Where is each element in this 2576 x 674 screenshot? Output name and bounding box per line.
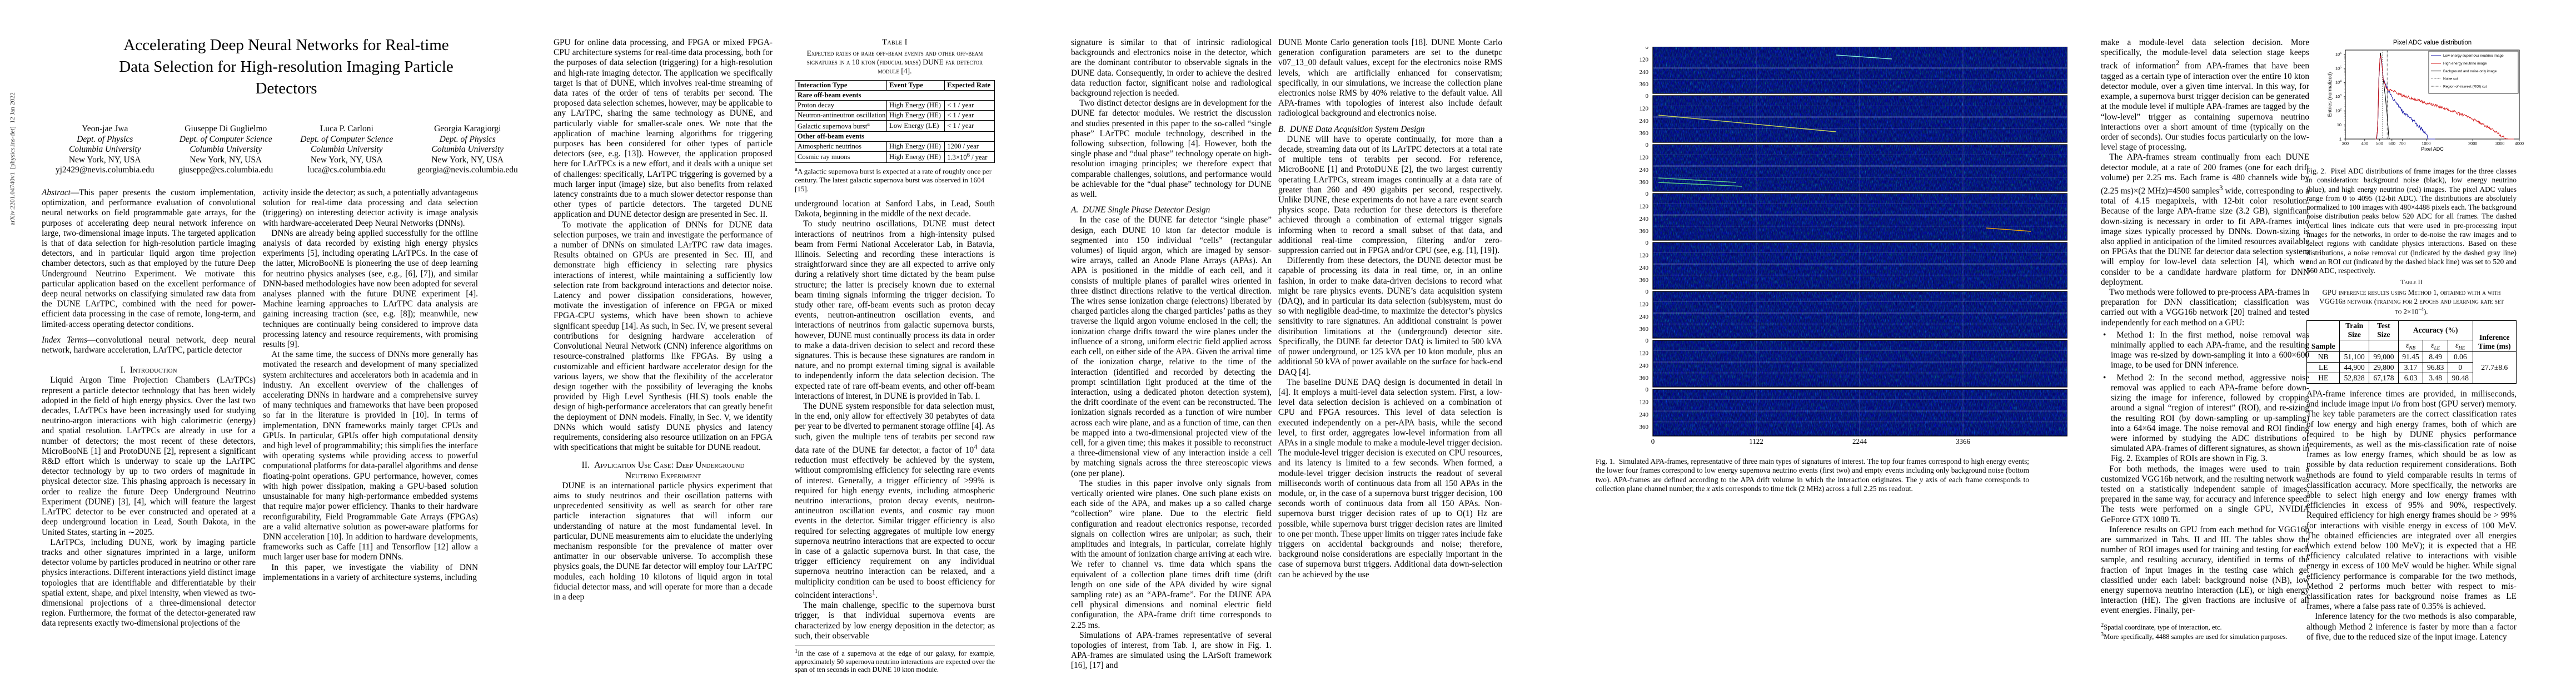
svg-text:Low energy supernova neutrino: Low energy supernova neutrino image <box>2443 54 2504 58</box>
svg-text:360: 360 <box>1640 277 1649 284</box>
svg-text:360: 360 <box>1640 424 1649 430</box>
svg-text:102: 102 <box>2335 108 2341 113</box>
svg-text:Noise cut: Noise cut <box>2443 77 2458 81</box>
svg-text:1: 1 <box>2339 136 2341 141</box>
svg-text:240: 240 <box>1640 118 1649 125</box>
svg-text:0: 0 <box>1646 142 1649 148</box>
svg-text:3000: 3000 <box>2495 141 2504 146</box>
svg-text:240: 240 <box>1640 69 1649 76</box>
svg-text:240: 240 <box>1640 216 1649 222</box>
svg-text:0: 0 <box>1646 191 1649 197</box>
svg-text:10: 10 <box>2337 122 2341 127</box>
svg-text:400: 400 <box>2361 141 2368 146</box>
svg-text:240: 240 <box>1640 412 1649 418</box>
svg-text:1122: 1122 <box>1749 437 1763 445</box>
svg-text:300: 300 <box>2342 141 2349 146</box>
svg-text:600: 600 <box>2389 141 2395 146</box>
svg-text:120: 120 <box>1640 203 1649 210</box>
svg-text:120: 120 <box>1640 301 1649 308</box>
svg-text:106: 106 <box>2335 52 2341 57</box>
svg-text:500: 500 <box>2376 141 2383 146</box>
svg-text:120: 120 <box>1640 154 1649 161</box>
svg-text:240: 240 <box>1640 314 1649 320</box>
svg-text:1000: 1000 <box>2421 141 2430 146</box>
svg-text:360: 360 <box>1640 81 1649 88</box>
svg-text:Region-of-interest (ROI) cut: Region-of-interest (ROI) cut <box>2443 85 2487 88</box>
svg-text:120: 120 <box>1640 56 1649 63</box>
svg-text:0: 0 <box>1646 338 1649 344</box>
svg-text:Pixel ADC: Pixel ADC <box>2421 146 2444 152</box>
svg-text:0: 0 <box>1646 289 1649 295</box>
svg-text:0: 0 <box>1646 93 1649 100</box>
svg-text:240: 240 <box>1640 167 1649 174</box>
svg-text:120: 120 <box>1640 252 1649 259</box>
svg-text:360: 360 <box>1640 179 1649 186</box>
svg-text:2000: 2000 <box>2468 141 2477 146</box>
svg-text:360: 360 <box>1640 326 1649 333</box>
svg-text:0: 0 <box>1646 386 1649 393</box>
svg-text:3366: 3366 <box>1956 437 1971 445</box>
svg-text:240: 240 <box>1640 265 1649 271</box>
svg-text:103: 103 <box>2335 94 2341 99</box>
svg-text:0: 0 <box>1646 240 1649 246</box>
svg-text:Background and noise only imag: Background and noise only image <box>2443 70 2497 73</box>
svg-text:120: 120 <box>1640 399 1649 405</box>
svg-text:0: 0 <box>1651 437 1655 445</box>
svg-text:120: 120 <box>1640 105 1649 112</box>
svg-text:120: 120 <box>1640 350 1649 356</box>
svg-text:105: 105 <box>2335 66 2341 71</box>
svg-text:240: 240 <box>1640 363 1649 369</box>
svg-text:360: 360 <box>1640 130 1649 137</box>
svg-text:Entries (normalized): Entries (normalized) <box>2327 72 2333 117</box>
svg-text:0: 0 <box>1646 47 1649 51</box>
svg-text:High energy neutrino image: High energy neutrino image <box>2443 62 2487 66</box>
svg-text:2244: 2244 <box>1852 437 1867 445</box>
svg-text:700: 700 <box>2399 141 2405 146</box>
svg-text:Pixel ADC value distribution: Pixel ADC value distribution <box>2393 39 2472 46</box>
svg-text:360: 360 <box>1640 375 1649 381</box>
svg-text:4000: 4000 <box>2515 141 2524 146</box>
svg-text:360: 360 <box>1640 228 1649 235</box>
svg-text:104: 104 <box>2335 80 2341 85</box>
